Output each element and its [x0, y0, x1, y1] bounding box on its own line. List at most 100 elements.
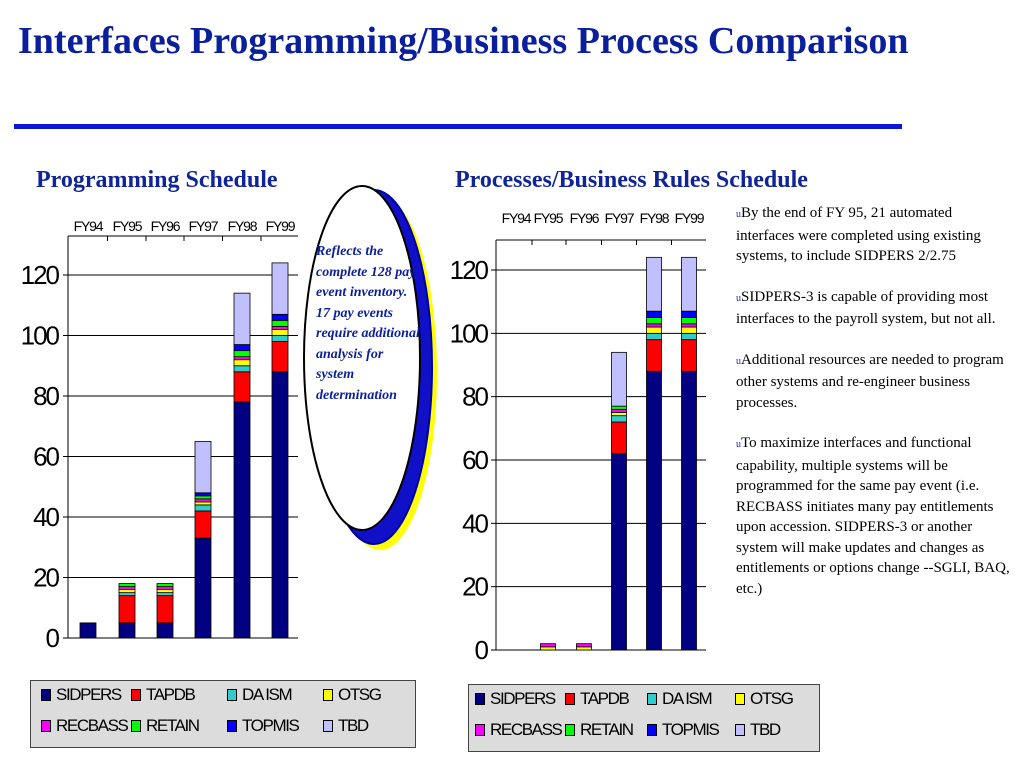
- bar-fy97-tapdb: [194, 510, 212, 539]
- legend-swatch: [323, 720, 333, 732]
- bar-fy97-tbd: [194, 440, 212, 494]
- legend-swatch: [131, 689, 141, 701]
- y-tick-label: 40: [33, 502, 59, 532]
- x-tick-label-fy98: FY98: [640, 210, 670, 226]
- bar-fy99-topmis: [271, 313, 289, 321]
- bar-fy98-da-ism: [646, 332, 662, 341]
- bar-fy99-sidpers: [681, 370, 697, 651]
- bar-fy97-da-ism: [194, 504, 212, 512]
- bullet-marker: u: [736, 292, 741, 304]
- legend-item-retain: RETAIN: [565, 720, 634, 740]
- legend-item-recbass: RECBASS: [41, 716, 129, 736]
- bar-fy98-topmis: [646, 310, 662, 318]
- bar-fy97-retain: [194, 495, 212, 500]
- bar-fy99-sidpers: [271, 371, 289, 639]
- y-tick-label: 100: [21, 321, 60, 351]
- legend-label: DA ISM: [242, 685, 293, 704]
- bar-fy98-otsg: [646, 326, 662, 334]
- legend-item-tbd: TBD: [735, 720, 781, 740]
- bullet-item: uSIDPERS-3 is capable of providing most …: [736, 287, 1012, 330]
- y-tick-label: 80: [33, 381, 59, 411]
- legend-label: TBD: [338, 716, 369, 735]
- legend-item-recbass: RECBASS: [475, 720, 563, 740]
- cloud-callout-text: Reflects the complete 128 pay event inve…: [316, 244, 420, 403]
- legend-item-otsg: OTSG: [735, 689, 794, 709]
- bar-fy98-da-ism: [233, 365, 251, 373]
- business-rules-schedule-chart: 0 20 40 60 80 100 120 FY94 FY95 FY96 FY97 FY98 FY99: [450, 210, 706, 665]
- legend-swatch: [131, 720, 141, 732]
- legend-label: SIDPERS: [56, 685, 122, 704]
- legend-label: RETAIN: [580, 720, 634, 739]
- business-rules-schedule-legend: SIDPERS TAPDB DA ISM OTSG RECBASS RETAIN TOPMI…: [468, 684, 820, 752]
- legend-swatch: [735, 724, 745, 736]
- y-tick-label: 0: [475, 635, 489, 665]
- bar-fy99-topmis: [681, 310, 697, 318]
- y-tick-label: 120: [21, 260, 60, 290]
- y-tick-label: 40: [462, 508, 488, 538]
- bar-fy95-tapdb: [118, 595, 136, 624]
- x-tick-label-fy94: FY94: [502, 210, 532, 226]
- legend-label: TOPMIS: [242, 716, 300, 735]
- bar-fy99-tbd: [271, 262, 289, 315]
- bar-fy95-recbass: [540, 643, 556, 648]
- bar-fy97-tapdb: [611, 421, 627, 455]
- bar-fy99-recbass: [271, 326, 289, 330]
- legend-swatch: [735, 693, 745, 705]
- bar-fy95-otsg: [540, 646, 556, 651]
- bar-fy98-sidpers: [646, 370, 662, 651]
- bar-fy95-recbass: [118, 586, 136, 591]
- bar-fy99-tapdb: [681, 339, 697, 372]
- y-tick-label: 60: [33, 442, 59, 472]
- bar-fy99-da-ism: [681, 332, 697, 341]
- bar-fy96-retain: [156, 583, 174, 587]
- x-tick-label-fy96: FY96: [570, 210, 600, 226]
- legend-swatch: [475, 724, 485, 736]
- bar-fy97-otsg: [194, 501, 212, 506]
- bar-fy99-retain: [681, 317, 697, 325]
- legend-label: OTSG: [750, 689, 794, 708]
- legend-item-otsg: OTSG: [323, 685, 382, 705]
- legend-swatch: [41, 689, 51, 701]
- legend-label: OTSG: [338, 685, 382, 704]
- legend-item-topmis: TOPMIS: [227, 716, 300, 736]
- cloud-callout: [303, 185, 437, 550]
- x-tick-label-fy99: FY99: [675, 210, 705, 226]
- programming-schedule-chart: 0 20 40 60 80 100 120 FY94 FY95 FY96 FY97 FY98 FY99: [21, 218, 298, 653]
- bar-fy97-da-ism: [611, 415, 627, 423]
- legend-swatch: [227, 720, 237, 732]
- legend-item-topmis: TOPMIS: [647, 720, 720, 740]
- y-tick-label: 60: [462, 445, 488, 475]
- legend-label: SIDPERS: [490, 689, 556, 708]
- bar-fy99-da-ism: [271, 335, 289, 342]
- bar-fy98-retain: [646, 317, 662, 325]
- bar-fy97-topmis: [194, 492, 212, 497]
- bullet-list: uBy the end of FY 95, 21 automated inter…: [736, 203, 1012, 619]
- y-tick-label: 100: [450, 318, 489, 348]
- legend-label: RETAIN: [146, 716, 200, 735]
- legend-swatch: [323, 689, 333, 701]
- bar-fy98-tapdb: [646, 339, 662, 372]
- bullet-item: uAdditional resources are needed to prog…: [736, 350, 1012, 414]
- x-tick-label-fy94: FY94: [74, 218, 104, 234]
- legend-item-retain: RETAIN: [131, 716, 200, 736]
- legend-item-da-ism: DA ISM: [647, 689, 713, 709]
- legend-label: TAPDB: [146, 685, 196, 704]
- bar-fy98-recbass: [646, 323, 662, 328]
- bar-fy99-tapdb: [271, 341, 289, 373]
- bullet-text: To maximize interfaces and functional ca…: [736, 435, 1010, 597]
- bar-fy97-otsg: [611, 412, 627, 417]
- bar-fy99-recbass: [681, 323, 697, 328]
- y-tick-label: 20: [462, 572, 488, 602]
- bar-fy95-otsg: [118, 589, 136, 594]
- bullet-item: uBy the end of FY 95, 21 automated inter…: [736, 203, 1012, 267]
- bar-fy96-recbass: [576, 643, 592, 648]
- x-tick-label-fy98: FY98: [228, 218, 258, 234]
- bar-fy98-tbd: [233, 292, 251, 345]
- bar-fy95-sidpers: [118, 622, 136, 639]
- y-tick-label: 80: [462, 382, 488, 412]
- title-underline: [14, 124, 902, 129]
- bar-fy96-otsg: [156, 589, 174, 594]
- bar-fy95-retain: [118, 583, 136, 587]
- bar-fy95-da-ism: [118, 592, 136, 597]
- legend-label: DA ISM: [662, 689, 713, 708]
